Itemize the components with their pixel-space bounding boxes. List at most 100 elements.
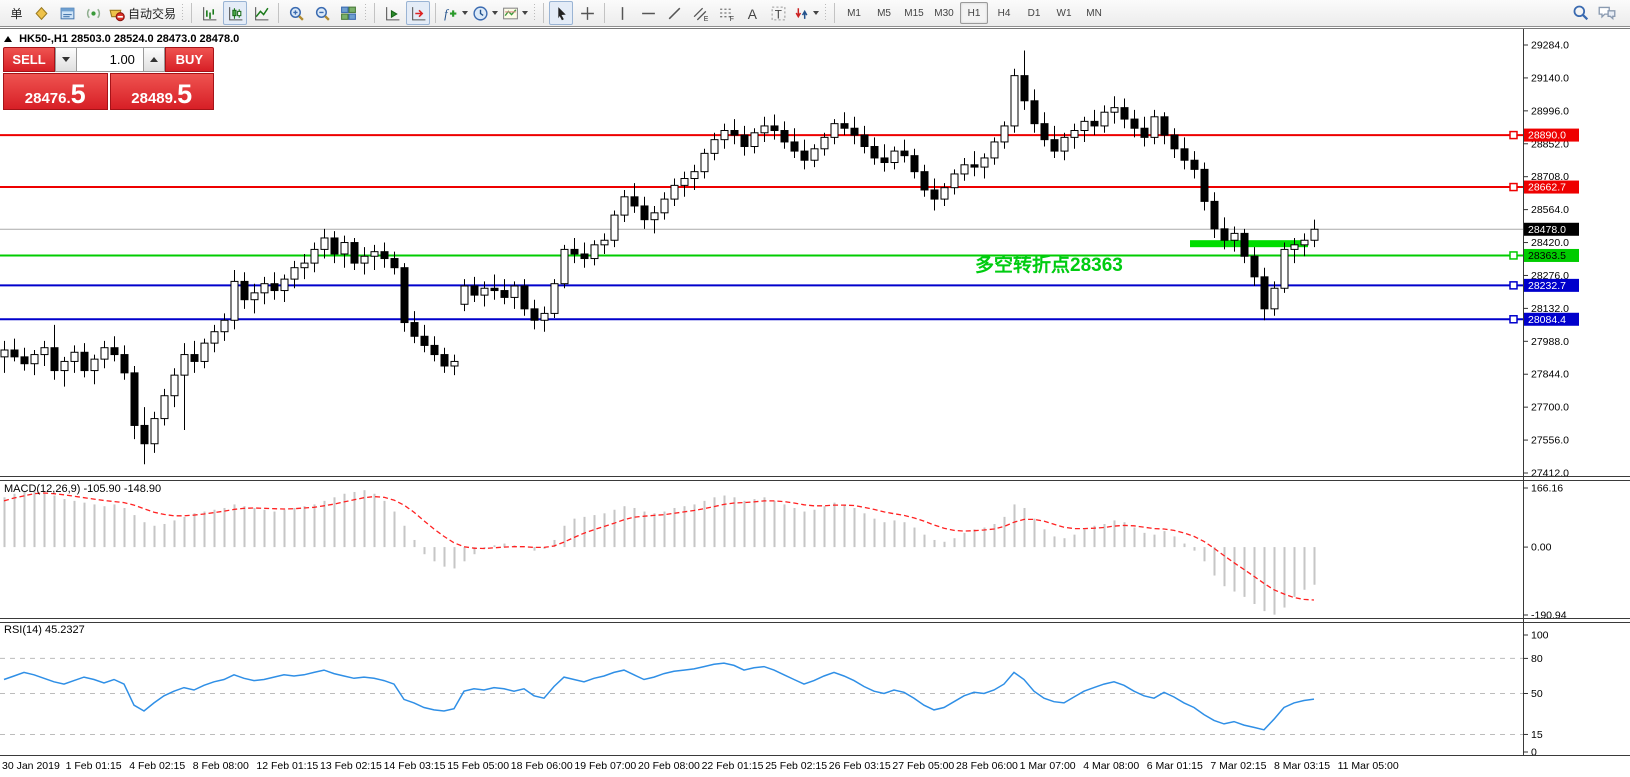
indicators-button[interactable]: f (441, 1, 469, 25)
sell-button[interactable]: SELL (3, 47, 56, 72)
equidistant-channel-button[interactable]: E (688, 1, 712, 25)
pane-splitter[interactable] (0, 618, 1630, 623)
equidistant-channel-icon: E (692, 5, 709, 22)
cursor-button[interactable] (549, 1, 574, 25)
time-axis[interactable]: 30 Jan 2019 1 Feb 01:15 4 Feb 02:15 8 Feb 0… (2, 760, 1399, 772)
toolbar-separator (543, 3, 545, 23)
line-chart-button[interactable] (249, 1, 273, 25)
svg-text:A: A (747, 5, 757, 21)
periods-button[interactable] (471, 1, 499, 25)
new-order-button[interactable]: 单 (3, 1, 27, 25)
dropdown-caret-icon (492, 11, 499, 15)
volume-decrease-button[interactable] (55, 47, 77, 72)
timeframe-h1-button[interactable]: H1 (960, 2, 989, 24)
community-chat-button[interactable] (1595, 1, 1619, 25)
timeframe-w1-button[interactable]: W1 (1056, 7, 1072, 19)
templates-button[interactable] (501, 1, 529, 25)
timeframe-d1-button[interactable]: D1 (1027, 7, 1041, 19)
zoom-out-button[interactable] (310, 1, 334, 25)
svg-text:15 Feb 05:00: 15 Feb 05:00 (447, 760, 509, 772)
fibonacci-button[interactable]: F (714, 1, 738, 25)
svg-text:1 Mar 07:00: 1 Mar 07:00 (1020, 760, 1076, 772)
spinner-down-icon (62, 57, 70, 62)
market-watch-icon (33, 5, 50, 22)
search-button[interactable] (1569, 1, 1593, 25)
svg-text:28708.0: 28708.0 (1531, 171, 1569, 183)
arrows-button[interactable] (792, 1, 820, 25)
toolbar-grip (364, 4, 368, 22)
price-axis[interactable]: 29284.029140.028996.028852.028708.028564… (1523, 28, 1579, 759)
pane-splitter[interactable] (0, 476, 1630, 481)
volume-increase-button[interactable] (142, 47, 165, 72)
main-toolbar: 单 自动交易 f E F A T M1 (0, 0, 1630, 27)
fibonacci-icon: F (718, 5, 735, 22)
line-chart-icon (253, 5, 270, 22)
text-label-button[interactable]: T (766, 1, 790, 25)
rsi-line (3, 662, 1315, 731)
toolbar-separator (834, 3, 836, 23)
level-line-handle (1509, 182, 1518, 192)
candles-layer (0, 50, 1319, 465)
trendline-button[interactable] (662, 1, 686, 25)
svg-text:14 Feb 03:15: 14 Feb 03:15 (384, 760, 446, 772)
buy-button[interactable]: BUY (164, 47, 214, 72)
tile-windows-button[interactable] (336, 1, 360, 25)
buy-price-big-digit: 5 (177, 79, 193, 110)
timeframe-m30-button[interactable]: M30 (934, 7, 954, 19)
auto-scroll-button[interactable] (380, 1, 404, 25)
macd-pane (3, 490, 1316, 615)
collapse-panel-icon[interactable] (4, 36, 12, 42)
vertical-line-button[interactable] (610, 1, 634, 25)
level-price-label: 28890.0 (1524, 128, 1579, 142)
svg-text:28420.0: 28420.0 (1531, 237, 1569, 249)
chart-shift-button[interactable] (406, 1, 431, 25)
svg-text:15: 15 (1531, 729, 1543, 741)
indicators-icon: f (442, 5, 459, 22)
svg-text:7 Mar 02:15: 7 Mar 02:15 (1210, 760, 1266, 772)
trendline-icon (666, 5, 683, 22)
svg-text:6 Mar 01:15: 6 Mar 01:15 (1147, 760, 1203, 772)
buy-price-display[interactable]: 28489. 5 (109, 73, 214, 110)
svg-text:8 Feb 08:00: 8 Feb 08:00 (193, 760, 249, 772)
svg-text:30 Jan 2019: 30 Jan 2019 (2, 760, 60, 772)
horizontal-line-icon (640, 5, 657, 22)
volume-input[interactable] (76, 47, 143, 72)
timeframe-m5-button[interactable]: M5 (877, 7, 891, 19)
data-window-button[interactable] (55, 1, 79, 25)
svg-text:28 Feb 06:00: 28 Feb 06:00 (956, 760, 1018, 772)
bar-chart-button[interactable] (197, 1, 221, 25)
level-price-label: 28662.7 (1524, 180, 1579, 194)
svg-text:E: E (703, 15, 708, 21)
market-watch-button[interactable] (29, 1, 53, 25)
sell-price-display[interactable]: 28476. 5 (3, 73, 108, 110)
signals-button[interactable] (81, 1, 105, 25)
svg-text:4 Feb 02:15: 4 Feb 02:15 (129, 760, 185, 772)
text-button[interactable]: A (740, 1, 764, 25)
timeframe-mn-button[interactable]: MN (1086, 7, 1102, 19)
timeframe-m1-button[interactable]: M1 (847, 7, 861, 19)
timeframe-h4-button[interactable]: H4 (997, 7, 1011, 19)
level-line-handle (1509, 281, 1518, 290)
svg-text:27 Feb 05:00: 27 Feb 05:00 (892, 760, 954, 772)
level-line-handle (1509, 315, 1518, 324)
svg-text:28564.0: 28564.0 (1531, 204, 1569, 216)
candlestick-chart-button[interactable] (223, 1, 248, 25)
auto-trading-button[interactable]: 自动交易 (107, 1, 177, 25)
templates-icon (502, 5, 519, 22)
auto-trading-label: 自动交易 (128, 6, 177, 21)
tile-windows-icon (340, 5, 357, 22)
svg-text:11 Mar 05:00: 11 Mar 05:00 (1338, 760, 1399, 772)
level-price-label: 28363.5 (1524, 248, 1579, 262)
zoom-in-button[interactable] (284, 1, 308, 25)
current-price-label: 28478.0 (1524, 222, 1579, 236)
svg-text:4 Mar 08:00: 4 Mar 08:00 (1083, 760, 1139, 772)
crosshair-button[interactable] (575, 1, 599, 25)
svg-text:28996.0: 28996.0 (1531, 105, 1569, 117)
toolbar-grip (824, 4, 828, 22)
timeframe-m15-button[interactable]: M15 (904, 7, 924, 19)
horizontal-line-button[interactable] (636, 1, 660, 25)
signals-icon (85, 5, 102, 22)
svg-text:28478.0: 28478.0 (1528, 224, 1566, 236)
svg-text:100: 100 (1531, 630, 1549, 642)
